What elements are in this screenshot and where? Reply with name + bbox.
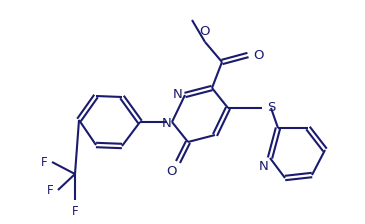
Text: F: F <box>72 205 78 218</box>
Text: F: F <box>41 155 47 168</box>
Text: O: O <box>200 25 210 38</box>
Text: N: N <box>173 88 183 101</box>
Text: S: S <box>267 101 275 114</box>
Text: O: O <box>253 49 264 62</box>
Text: F: F <box>46 183 53 196</box>
Text: N: N <box>162 116 172 129</box>
Text: N: N <box>259 160 269 173</box>
Text: O: O <box>167 165 177 178</box>
